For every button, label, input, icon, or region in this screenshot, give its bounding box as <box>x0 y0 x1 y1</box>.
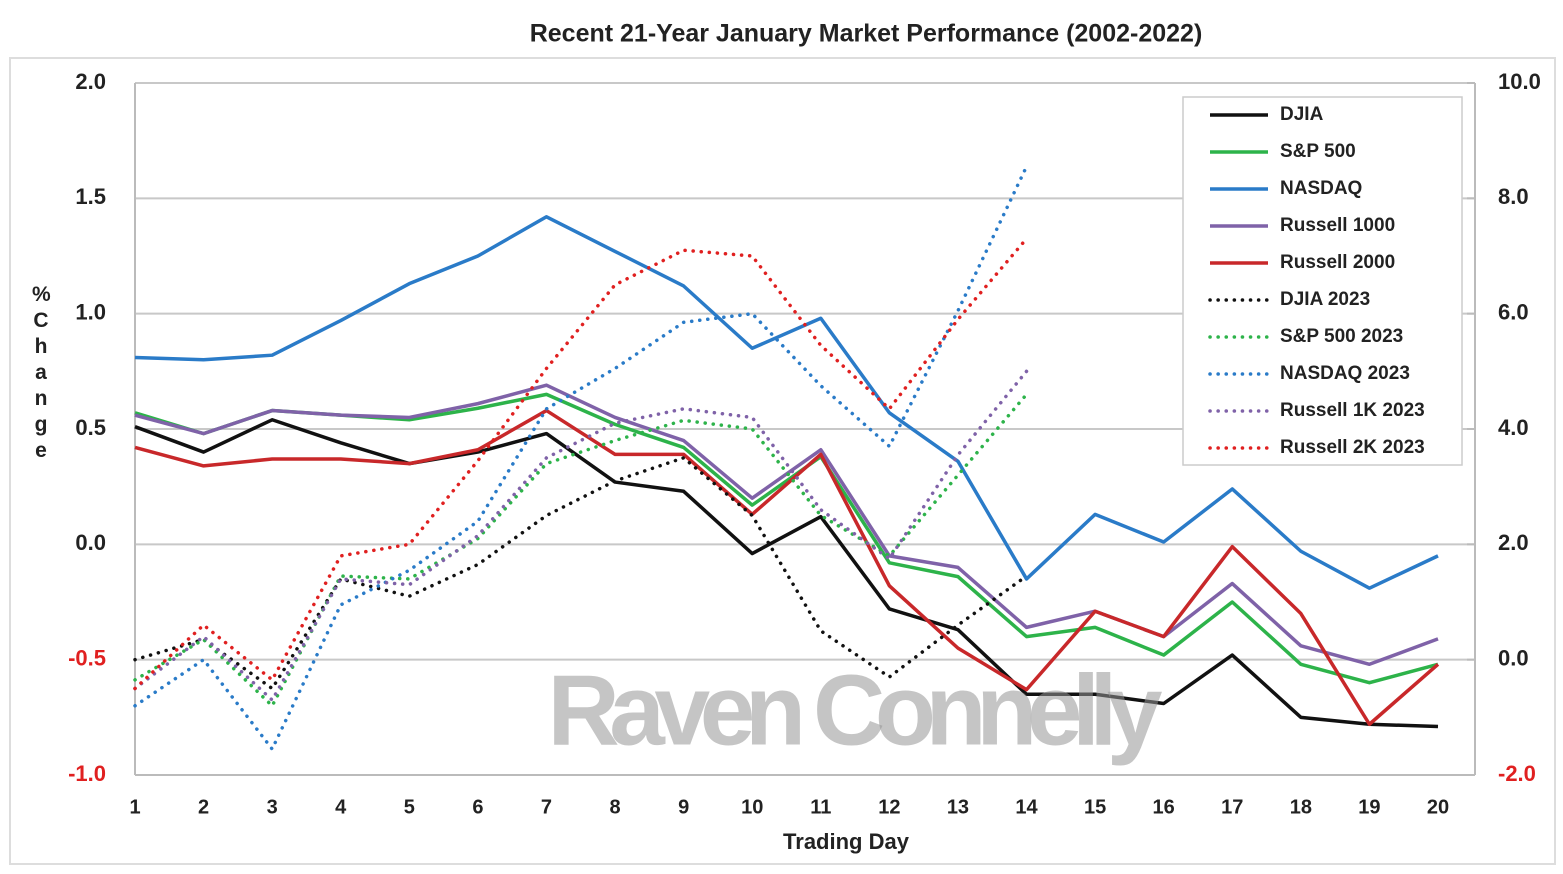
y-tick-label: 1.5 <box>75 184 106 209</box>
x-tick-label: 19 <box>1358 796 1380 818</box>
legend-label: S&P 500 2023 <box>1280 326 1403 347</box>
legend-label: DJIA <box>1280 104 1324 125</box>
y-tick-label: 0.5 <box>75 415 106 440</box>
legend-label: Russell 2000 <box>1280 252 1395 273</box>
y2-tick-label: 0.0 <box>1498 645 1529 670</box>
x-tick-label: 15 <box>1084 796 1106 818</box>
x-tick-label: 1 <box>129 796 140 818</box>
series-line <box>133 392 1029 708</box>
x-tick-label: 12 <box>878 796 900 818</box>
legend-label: Russell 2K 2023 <box>1280 437 1425 458</box>
y2-tick-label: 4.0 <box>1498 415 1529 440</box>
y2-tick-label: 8.0 <box>1498 184 1529 209</box>
y2-tick-label: 10.0 <box>1498 69 1541 94</box>
watermark: Raven Connelly <box>548 654 1163 766</box>
x-tick-label: 6 <box>472 796 483 818</box>
x-tick-label: 4 <box>335 796 347 818</box>
legend-label: NASDAQ 2023 <box>1280 363 1410 384</box>
x-tick-label: 5 <box>404 796 415 818</box>
legend-label: Russell 1K 2023 <box>1280 400 1425 421</box>
x-tick-label: 14 <box>1015 796 1038 818</box>
series-line <box>134 215 1439 590</box>
x-tick-label: 2 <box>198 796 209 818</box>
x-tick-label: 10 <box>741 796 763 818</box>
x-tick-label: 16 <box>1153 796 1175 818</box>
x-tick-label: 8 <box>609 796 620 818</box>
legend-label: S&P 500 <box>1280 141 1356 162</box>
chart-frame <box>9 57 1556 865</box>
legend-box <box>1182 96 1463 466</box>
series-line <box>133 369 1029 702</box>
x-tick-label: 3 <box>267 796 278 818</box>
series-line <box>133 164 1029 751</box>
x-tick-label: 9 <box>678 796 689 818</box>
x-tick-label: 13 <box>947 796 969 818</box>
y2-tick-label: -2.0 <box>1498 761 1536 786</box>
chart-title: Recent 21-Year January Market Performanc… <box>530 20 1203 48</box>
x-tick-label: 17 <box>1221 796 1243 818</box>
x-tick-label: 18 <box>1290 796 1312 818</box>
y-tick-label: -0.5 <box>68 645 106 670</box>
series-line <box>134 418 1439 729</box>
x-tick-label: 11 <box>810 796 831 818</box>
y2-tick-label: 2.0 <box>1498 530 1529 555</box>
y-axis-label: % Change <box>32 283 51 462</box>
legend-label: Russell 1000 <box>1280 215 1395 236</box>
y-tick-label: 0.0 <box>75 530 106 555</box>
series-line <box>133 236 1029 691</box>
legend-label: DJIA 2023 <box>1280 289 1370 310</box>
y-tick-label: -1.0 <box>68 761 106 786</box>
series-line <box>133 456 1029 691</box>
y2-tick-label: 6.0 <box>1498 299 1529 324</box>
series-line <box>134 408 1440 727</box>
x-tick-label: 7 <box>541 796 552 818</box>
y-tick-label: 1.0 <box>75 299 106 324</box>
y-tick-label: 2.0 <box>75 69 106 94</box>
legend-label: NASDAQ <box>1280 178 1362 199</box>
x-axis-label: Trading Day <box>783 829 910 854</box>
x-tick-label: 20 <box>1427 796 1449 818</box>
